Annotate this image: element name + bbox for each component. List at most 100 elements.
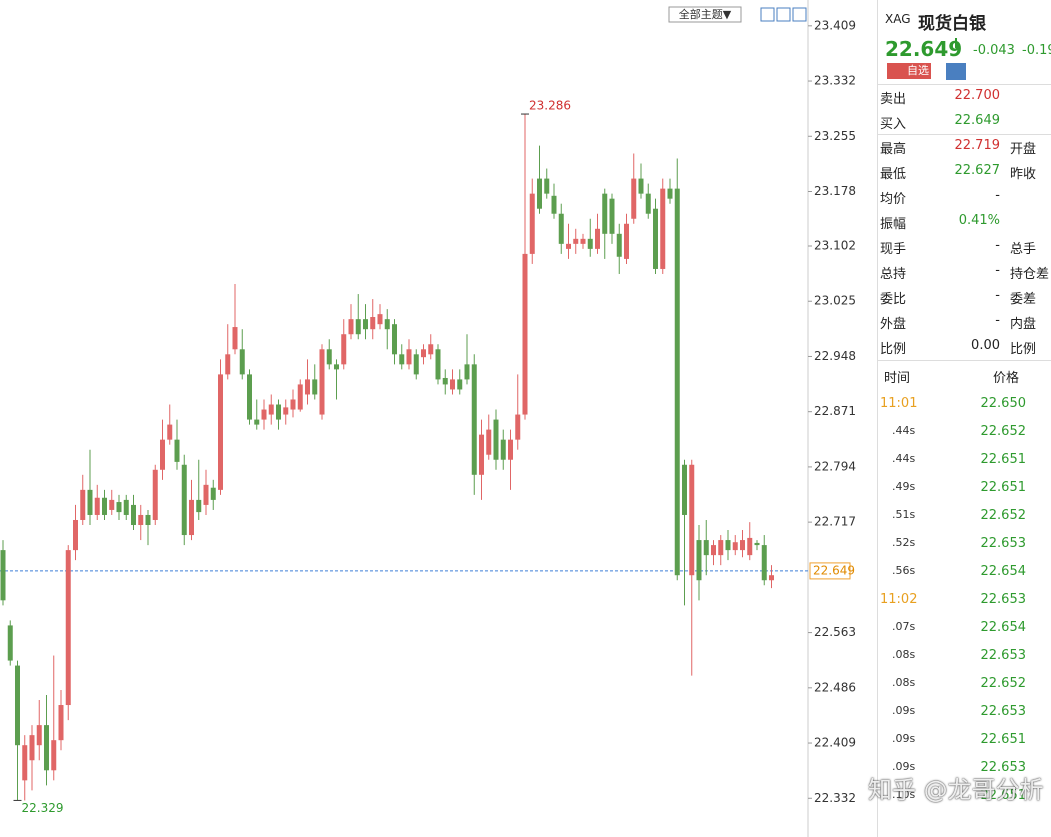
candle-body	[377, 314, 383, 325]
max-label: 23.286	[529, 99, 571, 113]
row-value: 22.627	[954, 163, 1001, 178]
candle-body	[305, 379, 310, 395]
row-value: 0.41%	[958, 213, 1000, 228]
candle-body	[87, 489, 93, 515]
row-label: 买入	[880, 117, 907, 132]
candle-body	[297, 384, 303, 410]
row-label: 最低	[880, 167, 907, 182]
y-tick-label: 22.794	[814, 459, 856, 473]
candle-body	[493, 419, 499, 460]
y-tick-label: 23.178	[814, 184, 856, 198]
candle-body	[218, 374, 223, 490]
row-value: 22.649	[954, 113, 1001, 128]
candle-body	[44, 725, 49, 771]
candle-body	[160, 439, 165, 470]
current-price-label: 22.649	[813, 563, 855, 577]
candle-body	[696, 540, 702, 581]
candle-body	[631, 178, 637, 219]
tool-icon[interactable]	[760, 7, 775, 22]
tool-icon[interactable]	[792, 7, 807, 22]
tool-icon[interactable]	[776, 7, 791, 22]
candle-body	[326, 349, 332, 365]
row-label: 比例	[880, 342, 907, 357]
theme-button[interactable]	[668, 6, 742, 23]
candle-body	[682, 464, 687, 515]
tick-price: 22.653	[980, 592, 1027, 607]
tick-price: 22.654	[980, 620, 1027, 635]
candle-body	[167, 424, 173, 440]
candle-body	[573, 238, 579, 244]
candle-body	[283, 407, 289, 415]
candle-body	[522, 253, 528, 415]
candle-body	[247, 374, 252, 420]
candle-body	[29, 735, 35, 761]
candle-body	[653, 208, 658, 269]
separator	[877, 360, 1051, 361]
candle-body	[580, 238, 586, 244]
candle-body	[406, 349, 412, 365]
candle-body	[725, 540, 731, 551]
candle-body	[384, 319, 390, 330]
candle-body	[486, 429, 492, 455]
tick-price: 22.651	[980, 788, 1027, 803]
tick-price: 22.651	[980, 452, 1027, 467]
symbol: XAG	[885, 12, 911, 26]
candle-body	[638, 178, 644, 194]
candle-body	[225, 354, 231, 375]
separator	[877, 134, 1051, 135]
candle-body	[370, 317, 376, 330]
candle-body	[464, 364, 470, 380]
price: 22.649	[885, 37, 963, 61]
candle-body	[624, 223, 629, 259]
row-label: 昨收	[1010, 167, 1037, 182]
candle-body	[754, 542, 760, 546]
y-tick-label: 23.255	[814, 129, 856, 143]
candle-body	[660, 188, 666, 269]
candle-body	[65, 550, 71, 706]
candle-body	[399, 354, 405, 365]
candle-body	[544, 178, 550, 194]
tick-price: 22.652	[980, 424, 1027, 439]
bell-button[interactable]	[946, 63, 966, 80]
theme-button-label[interactable]: 全部主题▼	[679, 7, 732, 21]
candle-body	[109, 499, 115, 510]
candle-body	[703, 540, 709, 556]
candle-body	[174, 439, 180, 462]
tick-time: .08s	[892, 648, 916, 661]
candle-body	[239, 349, 245, 375]
tick-time: .09s	[892, 732, 916, 745]
candle-body	[667, 188, 673, 199]
tick-price: 22.652	[980, 508, 1027, 523]
y-tick-label: 22.948	[814, 349, 856, 363]
candle-body	[457, 379, 463, 390]
candle-body	[479, 434, 484, 475]
candle-body	[0, 550, 6, 601]
candle-body	[102, 497, 107, 515]
candle-body	[732, 542, 738, 551]
tick-price: 22.653	[980, 760, 1027, 775]
y-tick-label: 22.486	[814, 680, 856, 694]
tick-time: .44s	[892, 452, 916, 465]
down-arrow	[955, 38, 957, 48]
row-value: -	[995, 263, 1000, 278]
candle-body	[36, 725, 42, 746]
fav-button[interactable]: 自选	[887, 63, 931, 79]
row-value: -	[995, 238, 1000, 253]
candle-body	[558, 213, 564, 244]
tick-time: .52s	[892, 536, 916, 549]
ticks-header: 价格	[993, 371, 1020, 386]
tick-price: 22.652	[980, 676, 1027, 691]
row-value: 22.700	[954, 88, 1001, 103]
candle-body	[116, 502, 122, 513]
row-value: -	[995, 313, 1000, 328]
candle-body	[718, 540, 724, 556]
candle-body	[152, 469, 158, 520]
candle-body	[7, 625, 13, 661]
candle-body	[131, 504, 136, 526]
candle-body	[145, 514, 151, 526]
row-label: 持仓差	[1010, 267, 1050, 282]
candle-body	[138, 514, 144, 526]
chart: 全部主题▼ 23.409 23.332 23.255 23.178 23.102 23.0…	[0, 0, 856, 837]
candle-body	[355, 319, 361, 335]
tick-time: .51s	[892, 508, 916, 521]
